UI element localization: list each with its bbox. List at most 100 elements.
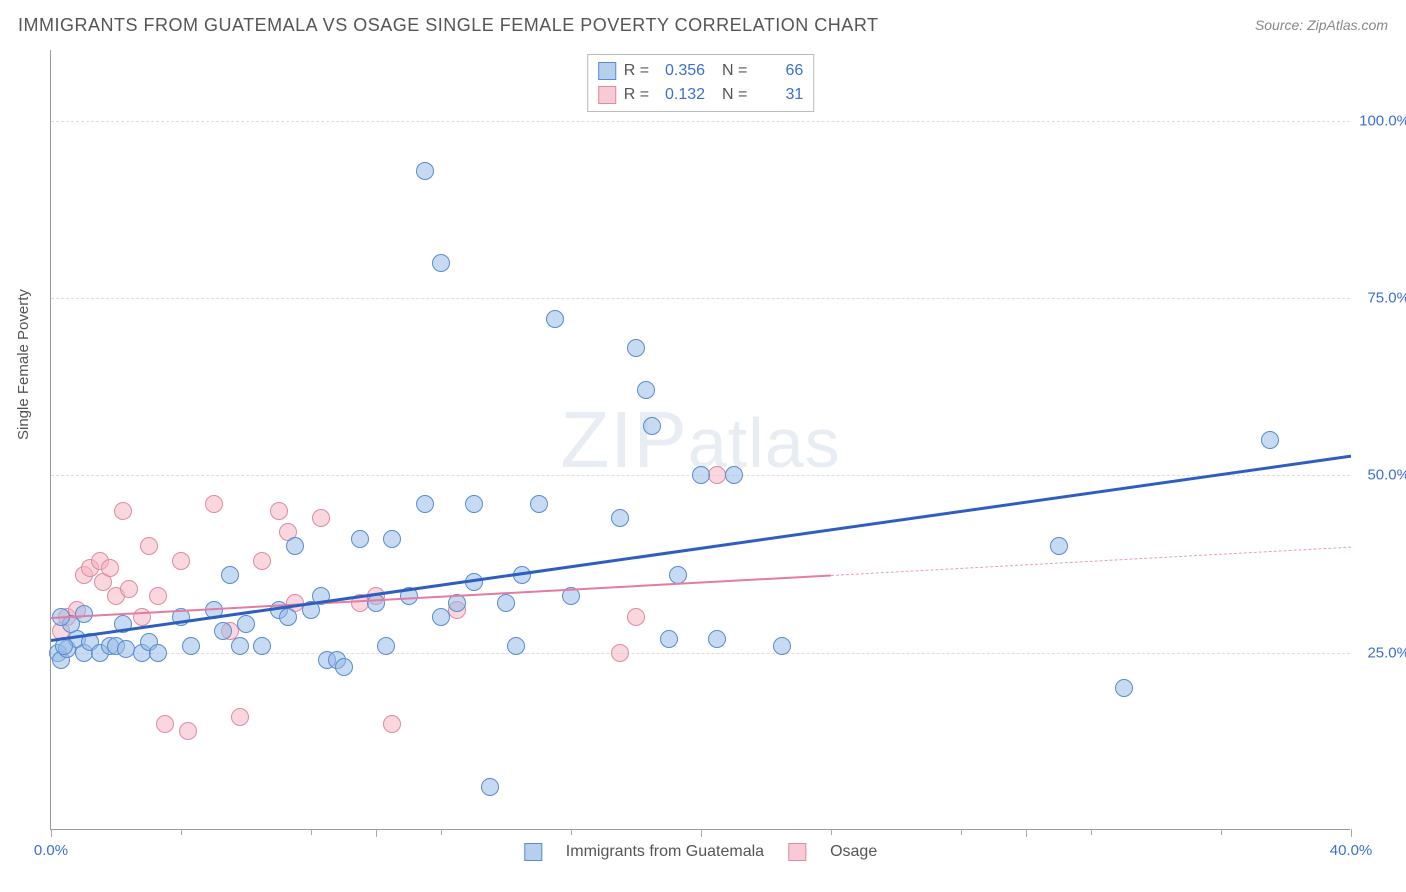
x-minor-tick	[181, 829, 182, 835]
data-point	[383, 715, 401, 733]
data-point	[692, 466, 710, 484]
data-point	[773, 637, 791, 655]
data-point	[416, 162, 434, 180]
stat-n-blue: 66	[755, 59, 803, 83]
stat-r-label: R =	[624, 59, 649, 83]
x-minor-tick	[1091, 829, 1092, 835]
x-tick	[1026, 829, 1027, 837]
chart-title: IMMIGRANTS FROM GUATEMALA VS OSAGE SINGL…	[18, 15, 878, 36]
x-tick	[51, 829, 52, 837]
data-point	[627, 339, 645, 357]
x-minor-tick	[961, 829, 962, 835]
data-point	[117, 640, 135, 658]
data-point	[270, 502, 288, 520]
x-minor-tick	[831, 829, 832, 835]
y-axis-title: Single Female Poverty	[15, 289, 32, 440]
data-point	[497, 594, 515, 612]
stats-legend: R = 0.356 N = 66 R = 0.132 N = 31	[587, 54, 815, 112]
regression-line	[831, 546, 1351, 575]
plot-area: ZIPatlas R = 0.356 N = 66 R = 0.132 N = …	[50, 50, 1350, 830]
data-point	[231, 637, 249, 655]
data-point	[1261, 431, 1279, 449]
legend-label-pink: Osage	[830, 843, 877, 861]
data-point	[140, 537, 158, 555]
data-point	[75, 605, 93, 623]
data-point	[335, 658, 353, 676]
x-minor-tick	[441, 829, 442, 835]
gridline-h	[51, 653, 1350, 654]
data-point	[149, 644, 167, 662]
data-point	[149, 587, 167, 605]
data-point	[120, 580, 138, 598]
data-point	[182, 637, 200, 655]
data-point	[611, 509, 629, 527]
data-point	[1115, 679, 1133, 697]
data-point	[286, 537, 304, 555]
x-tick-label: 0.0%	[34, 842, 68, 859]
data-point	[377, 637, 395, 655]
bottom-legend: Immigrants from Guatemala Osage	[524, 843, 877, 861]
legend-swatch-pink-icon	[788, 843, 806, 861]
x-minor-tick	[1221, 829, 1222, 835]
stat-n-pink: 31	[755, 83, 803, 107]
data-point	[481, 778, 499, 796]
y-tick-label: 50.0%	[1367, 467, 1406, 484]
y-tick-label: 100.0%	[1359, 112, 1406, 129]
y-tick-label: 25.0%	[1367, 644, 1406, 661]
data-point	[221, 566, 239, 584]
data-point	[383, 530, 401, 548]
data-point	[660, 630, 678, 648]
x-minor-tick	[311, 829, 312, 835]
swatch-pink-icon	[598, 86, 616, 104]
gridline-h	[51, 298, 1350, 299]
data-point	[465, 495, 483, 513]
data-point	[643, 417, 661, 435]
data-point	[253, 637, 271, 655]
data-point	[669, 566, 687, 584]
data-point	[114, 502, 132, 520]
data-point	[156, 715, 174, 733]
x-tick	[1351, 829, 1352, 837]
data-point	[1050, 537, 1068, 555]
data-point	[312, 509, 330, 527]
gridline-h	[51, 121, 1350, 122]
x-tick-label: 40.0%	[1330, 842, 1373, 859]
data-point	[708, 630, 726, 648]
chart-source: Source: ZipAtlas.com	[1255, 17, 1388, 33]
data-point	[101, 559, 119, 577]
legend-swatch-blue-icon	[524, 843, 542, 861]
data-point	[507, 637, 525, 655]
data-point	[179, 722, 197, 740]
stat-r-label2: R =	[624, 83, 649, 107]
data-point	[237, 615, 255, 633]
data-point	[637, 381, 655, 399]
swatch-blue-icon	[598, 62, 616, 80]
y-tick-label: 75.0%	[1367, 290, 1406, 307]
stat-n-label: N =	[713, 59, 747, 83]
stat-r-blue: 0.356	[657, 59, 705, 83]
data-point	[432, 254, 450, 272]
data-point	[530, 495, 548, 513]
legend-label-blue: Immigrants from Guatemala	[566, 843, 764, 861]
data-point	[546, 310, 564, 328]
data-point	[432, 608, 450, 626]
stats-row-pink: R = 0.132 N = 31	[598, 83, 804, 107]
data-point	[172, 552, 190, 570]
x-minor-tick	[571, 829, 572, 835]
x-tick	[376, 829, 377, 837]
data-point	[205, 495, 223, 513]
data-point	[279, 608, 297, 626]
chart-header: IMMIGRANTS FROM GUATEMALA VS OSAGE SINGL…	[18, 10, 1388, 40]
data-point	[214, 622, 232, 640]
stat-n-label2: N =	[713, 83, 747, 107]
data-point	[627, 608, 645, 626]
data-point	[231, 708, 249, 726]
data-point	[416, 495, 434, 513]
data-point	[351, 530, 369, 548]
data-point	[253, 552, 271, 570]
x-minor-tick	[701, 829, 702, 835]
stat-r-pink: 0.132	[657, 83, 705, 107]
data-point	[611, 644, 629, 662]
data-point	[725, 466, 743, 484]
stats-row-blue: R = 0.356 N = 66	[598, 59, 804, 83]
